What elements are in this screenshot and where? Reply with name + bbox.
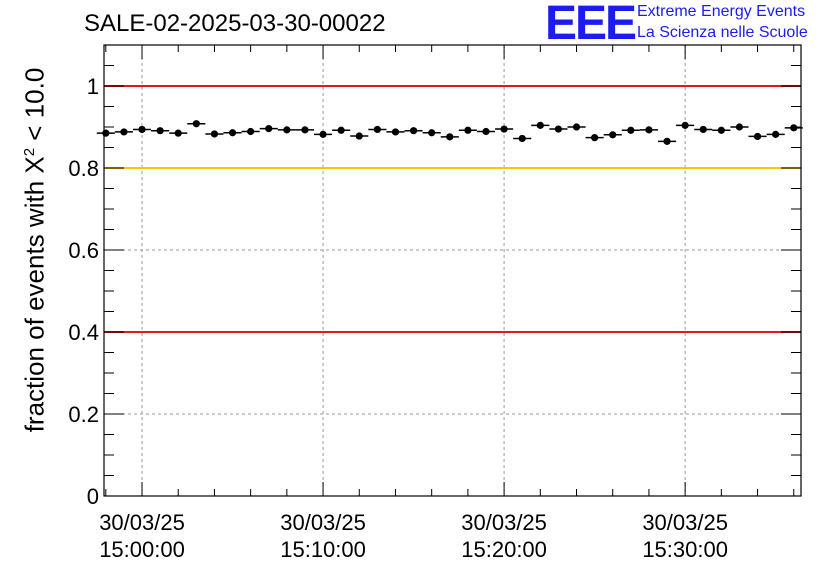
- x-tick-label-date: 30/03/25: [99, 510, 185, 535]
- data-point: [627, 126, 635, 134]
- axis-ticks: [104, 44, 801, 497]
- tick-labels: 00.20.40.60.8130/03/2515:00:0030/03/2515…: [68, 74, 728, 562]
- x-tick-label-date: 30/03/25: [461, 510, 547, 535]
- data-point: [609, 131, 617, 139]
- y-axis-label-sup: 2: [20, 147, 38, 157]
- data-point: [301, 126, 309, 134]
- x-tick-label-date: 30/03/25: [642, 510, 728, 535]
- data-point: [156, 127, 164, 135]
- data-point: [772, 130, 780, 138]
- data-point: [572, 123, 581, 131]
- data-point: [174, 129, 182, 137]
- x-tick-label-time: 15:30:00: [642, 537, 728, 562]
- y-axis-label: fraction of events with Χ2 < 10.0: [20, 68, 51, 433]
- data-point: [554, 125, 563, 133]
- x-tick-label-time: 15:20:00: [461, 537, 547, 562]
- data-point: [500, 125, 508, 133]
- data-point: [645, 126, 653, 134]
- data-point: [753, 132, 762, 141]
- data-point: [717, 126, 725, 134]
- y-axis-label-main: fraction of events with Χ: [19, 156, 50, 433]
- data-point: [138, 125, 146, 134]
- data-point: [391, 128, 400, 136]
- data-point: [536, 121, 544, 129]
- data-point: [482, 127, 490, 136]
- y-tick-label: 1: [87, 74, 99, 99]
- y-tick-label: 0: [87, 484, 99, 509]
- x-tick-label-date: 30/03/25: [280, 510, 366, 535]
- y-tick-label: 0.8: [68, 156, 99, 181]
- data-point: [446, 133, 454, 141]
- y-tick-label: 0.2: [68, 402, 99, 427]
- brand-line-2: La Scienza nelle Scuole: [637, 24, 808, 41]
- x-tick-label-time: 15:00:00: [99, 537, 185, 562]
- data-point: [790, 124, 798, 132]
- brand-line-1: Extreme Energy Events: [637, 3, 806, 20]
- data-point: [663, 137, 671, 145]
- data-points: [96, 120, 803, 145]
- y-tick-label: 0.6: [68, 238, 99, 263]
- grid-lines: [104, 45, 801, 496]
- data-point: [699, 125, 707, 134]
- data-point: [120, 128, 128, 136]
- data-point: [591, 134, 599, 142]
- data-point: [319, 130, 327, 138]
- data-point: [228, 129, 237, 137]
- data-point: [518, 134, 526, 143]
- data-point: [735, 123, 744, 131]
- data-point: [210, 130, 219, 138]
- data-point: [102, 129, 110, 137]
- data-point: [428, 129, 436, 137]
- y-tick-label: 0.4: [68, 320, 99, 345]
- data-point: [247, 127, 255, 136]
- data-point: [464, 126, 472, 134]
- y-axis-label-tail: < 10.0: [19, 67, 50, 148]
- data-point: [337, 126, 345, 134]
- data-point: [265, 125, 273, 133]
- data-point: [373, 125, 381, 134]
- chart-title: SALE-02-2025-03-30-00022: [84, 10, 386, 37]
- data-point: [192, 120, 200, 128]
- eee-logo: EEE: [545, 0, 637, 50]
- data-point: [409, 127, 418, 135]
- data-point: [355, 132, 363, 140]
- plot-frame: [103, 44, 802, 497]
- data-point: [283, 126, 291, 134]
- data-point: [681, 121, 689, 129]
- reference-lines: [104, 85, 801, 333]
- x-tick-label-time: 15:10:00: [280, 537, 366, 562]
